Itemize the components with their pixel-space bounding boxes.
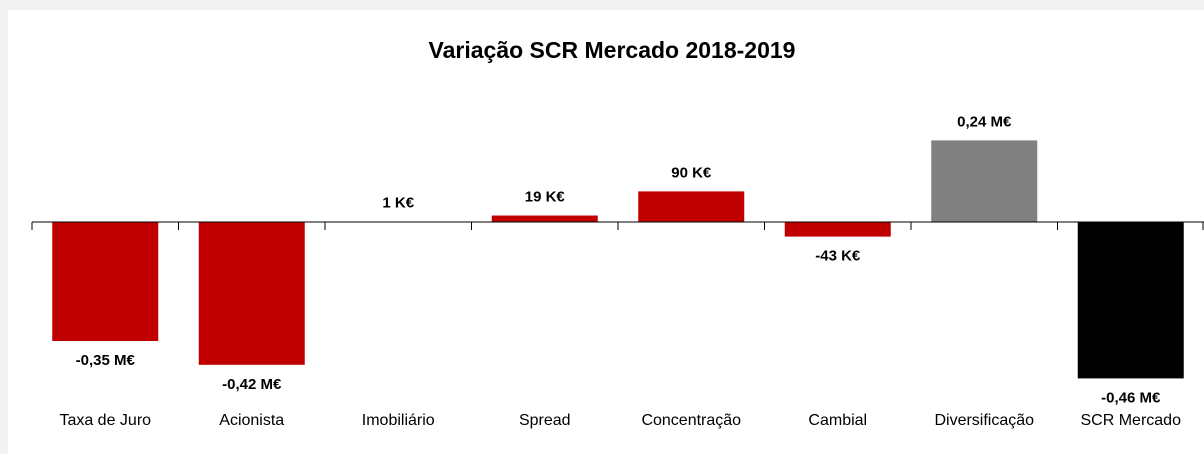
x-tick-label: Cambial [808, 412, 867, 429]
bar [638, 191, 745, 222]
data-label: -0,46 M€ [1101, 389, 1161, 406]
data-label: -0,42 M€ [222, 376, 282, 393]
x-tick-label: Diversificação [934, 412, 1034, 429]
bar [1077, 222, 1184, 379]
data-label: -43 K€ [815, 248, 861, 265]
x-tick-label: Acionista [219, 412, 284, 429]
x-tick-label: Concentração [641, 412, 741, 429]
bar [784, 222, 891, 237]
chart-area [8, 10, 1204, 454]
x-tick-label: Spread [519, 412, 571, 429]
chart-title: Variação SCR Mercado 2018-2019 [429, 37, 796, 63]
data-label: 0,24 M€ [957, 113, 1012, 130]
bar [52, 222, 159, 341]
data-label: 1 K€ [382, 195, 414, 212]
bar [931, 140, 1038, 222]
bar [491, 215, 598, 222]
bar [198, 222, 305, 365]
x-tick-label: SCR Mercado [1081, 412, 1182, 429]
data-label: 90 K€ [671, 164, 712, 181]
data-label: -0,35 M€ [76, 352, 136, 369]
x-tick-label: Imobiliário [362, 412, 435, 429]
x-tick-label: Taxa de Juro [59, 412, 151, 429]
data-label: 19 K€ [525, 189, 566, 206]
